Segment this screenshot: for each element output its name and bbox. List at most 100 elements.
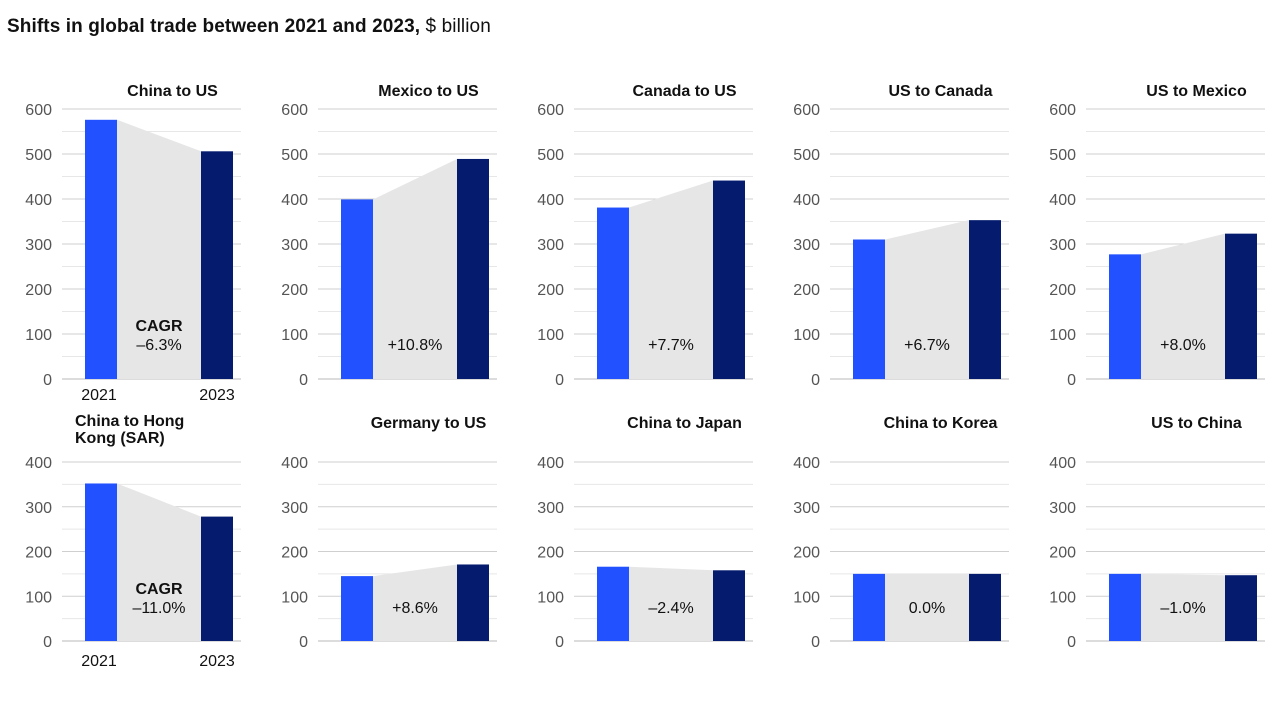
y-tick-label: 400 xyxy=(281,455,308,472)
change-area xyxy=(629,566,713,641)
y-tick-label: 0 xyxy=(1067,634,1076,651)
x-tick-label: 2021 xyxy=(81,387,117,404)
y-tick-label: 0 xyxy=(811,634,820,651)
y-tick-label: 500 xyxy=(1049,147,1076,164)
change-area xyxy=(1141,233,1225,379)
x-tick-label: 2021 xyxy=(81,653,117,670)
y-tick-label: 400 xyxy=(793,455,820,472)
y-tick-label: 500 xyxy=(281,147,308,164)
cagr-value: +6.7% xyxy=(904,337,950,354)
bar-2023 xyxy=(1225,233,1257,379)
bar-2023 xyxy=(713,180,745,379)
bar-2023 xyxy=(201,151,233,379)
y-tick-label: 300 xyxy=(25,237,52,254)
y-tick-label: 200 xyxy=(25,282,52,299)
chart-panel: US to Mexico 0 100 200 300 400 500 600 +8.0% xyxy=(1049,83,1265,389)
bar-2021 xyxy=(1109,254,1141,379)
chart-panel: China to Korea 0 100 200 300 400 0.0% xyxy=(793,415,1009,651)
y-tick-label: 0 xyxy=(555,372,564,389)
bar-2021 xyxy=(85,483,117,641)
cagr-value: +10.8% xyxy=(388,337,443,354)
y-tick-label: 400 xyxy=(25,192,52,209)
y-tick-label: 500 xyxy=(537,147,564,164)
y-tick-label: 300 xyxy=(281,500,308,517)
cagr-value: +7.7% xyxy=(648,337,694,354)
y-tick-label: 100 xyxy=(25,589,52,606)
bar-2021 xyxy=(85,119,117,380)
y-tick-label: 100 xyxy=(1049,589,1076,606)
change-area xyxy=(373,158,457,379)
y-tick-label: 0 xyxy=(299,372,308,389)
y-tick-label: 300 xyxy=(537,237,564,254)
y-tick-label: 300 xyxy=(793,237,820,254)
y-tick-label: 300 xyxy=(25,500,52,517)
panel-title: Mexico to US xyxy=(378,83,479,100)
y-tick-label: 200 xyxy=(1049,545,1076,562)
chart-panel: Canada to US 0 100 200 300 400 500 600 +7.7% xyxy=(537,83,753,389)
panel-title: China to Japan xyxy=(627,415,742,432)
bar-2023 xyxy=(1225,575,1257,641)
change-area xyxy=(885,573,969,641)
page-title-main: Shifts in global trade between 2021 and … xyxy=(7,16,421,37)
panel-title: US to Mexico xyxy=(1146,83,1247,100)
y-tick-label: 200 xyxy=(281,282,308,299)
x-tick-label: 2023 xyxy=(199,653,235,670)
y-tick-label: 400 xyxy=(1049,455,1076,472)
y-tick-label: 400 xyxy=(1049,192,1076,209)
chart-panel: China to US 0 100 200 300 400 500 600 CAGR –6.3% 2… xyxy=(25,83,241,404)
page-title: Shifts in global trade between 2021 and … xyxy=(7,16,491,38)
bar-2023 xyxy=(969,220,1001,379)
y-tick-label: 0 xyxy=(43,634,52,651)
panel-title: US to China xyxy=(1151,415,1242,432)
y-tick-label: 600 xyxy=(25,102,52,119)
chart-panel: Germany to US 0 100 200 300 400 +8.6% xyxy=(281,415,497,651)
y-tick-label: 100 xyxy=(281,327,308,344)
y-tick-label: 0 xyxy=(299,634,308,651)
bar-2023 xyxy=(713,570,745,641)
cagr-label: CAGR xyxy=(135,318,183,335)
change-area xyxy=(373,564,457,641)
change-area xyxy=(1141,573,1225,641)
y-tick-label: 300 xyxy=(281,237,308,254)
y-tick-label: 100 xyxy=(793,327,820,344)
chart-panel: Mexico to US 0 100 200 300 400 500 600 +10.8% xyxy=(281,83,497,389)
y-tick-label: 200 xyxy=(537,545,564,562)
y-tick-label: 100 xyxy=(1049,327,1076,344)
y-tick-label: 400 xyxy=(537,455,564,472)
y-tick-label: 100 xyxy=(537,589,564,606)
cagr-value: +8.0% xyxy=(1160,337,1206,354)
bar-2023 xyxy=(969,573,1001,641)
panel-title: Germany to US xyxy=(371,415,487,432)
y-tick-label: 300 xyxy=(537,500,564,517)
y-tick-label: 500 xyxy=(25,147,52,164)
panel-title: Kong (SAR) xyxy=(75,430,165,447)
y-tick-label: 200 xyxy=(537,282,564,299)
y-tick-label: 400 xyxy=(281,192,308,209)
y-tick-label: 600 xyxy=(537,102,564,119)
chart-panel: China to Japan 0 100 200 300 400 –2.4% xyxy=(537,415,753,651)
cagr-label: CAGR xyxy=(135,581,183,598)
y-tick-label: 0 xyxy=(43,372,52,389)
y-tick-label: 300 xyxy=(793,500,820,517)
bar-2021 xyxy=(597,207,629,379)
bar-2021 xyxy=(1109,573,1141,641)
bar-2023 xyxy=(457,158,489,379)
change-area xyxy=(885,220,969,379)
bar-2021 xyxy=(597,566,629,641)
panel-title: China to US xyxy=(127,83,218,100)
y-tick-label: 400 xyxy=(537,192,564,209)
y-tick-label: 100 xyxy=(537,327,564,344)
y-tick-label: 600 xyxy=(1049,102,1076,119)
bar-2023 xyxy=(457,564,489,641)
y-tick-label: 100 xyxy=(793,589,820,606)
y-tick-label: 600 xyxy=(281,102,308,119)
cagr-value: –1.0% xyxy=(1160,600,1205,617)
chart-panel: US to China 0 100 200 300 400 –1.0% xyxy=(1049,415,1265,651)
panel-title: US to Canada xyxy=(888,83,992,100)
cagr-value: –2.4% xyxy=(648,600,693,617)
cagr-value: –6.3% xyxy=(136,337,181,354)
bar-2021 xyxy=(853,573,885,641)
cagr-value: –11.0% xyxy=(132,600,185,617)
y-tick-label: 200 xyxy=(281,545,308,562)
